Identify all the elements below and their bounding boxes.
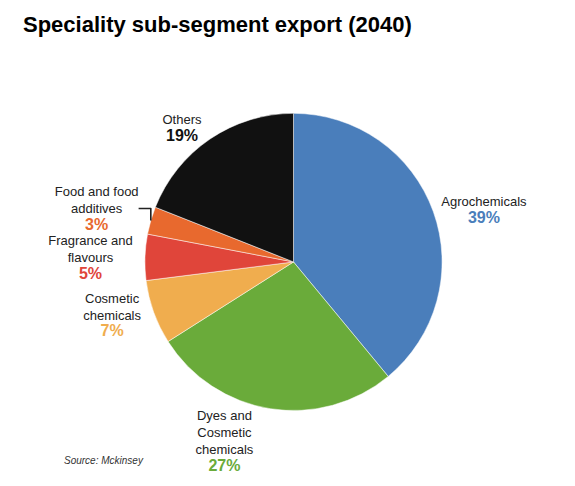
svg-text:Fragrance andflavours5%: Fragrance andflavours5% (48, 233, 133, 282)
svg-text:Agrochemicals39%: Agrochemicals39% (441, 194, 527, 226)
svg-text:Cosmeticchemicals7%: Cosmeticchemicals7% (83, 291, 141, 340)
svg-text:Others19%: Others19% (162, 112, 202, 144)
svg-text:Source: Mckinsey: Source: Mckinsey (64, 455, 144, 466)
svg-text:Food and foodadditives3%: Food and foodadditives3% (55, 184, 139, 233)
svg-text:Speciality sub-segment export: Speciality sub-segment export (2040) (23, 12, 412, 37)
svg-text:Dyes andCosmeticchemicals27%: Dyes andCosmeticchemicals27% (196, 408, 254, 474)
